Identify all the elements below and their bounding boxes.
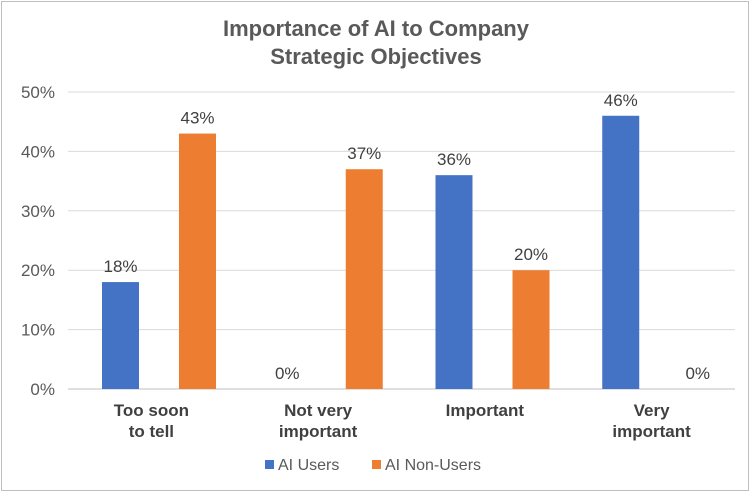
bars (102, 115, 640, 389)
bar-ai-non-users (345, 169, 383, 389)
y-tick-label: 30% (21, 202, 55, 221)
y-tick-label: 50% (21, 83, 55, 102)
chart-title: Importance of AI to Company Strategic Ob… (223, 16, 530, 69)
data-label: 36% (437, 150, 471, 169)
y-tick-label: 40% (21, 142, 55, 161)
category-label: important (612, 422, 691, 441)
chart-title-line-1: Importance of AI to Company (223, 16, 530, 41)
category-label: Not very (284, 401, 353, 420)
category-label: to tell (129, 422, 174, 441)
data-label: 46% (604, 91, 638, 110)
bar-ai-users (102, 282, 139, 389)
data-labels: 18% 43% 0% 37% 36% 20% 46% 0% (103, 91, 710, 383)
x-axis-categories: Too soon to tell Not very important Importan… (114, 401, 691, 441)
data-label: 18% (103, 257, 137, 276)
legend-swatch (372, 460, 381, 469)
y-tick-label: 20% (21, 261, 55, 280)
legend-label: AI Non-Users (385, 457, 481, 474)
data-label: 0% (685, 364, 710, 383)
bar-ai-users (435, 175, 473, 389)
category-label: Too soon (114, 401, 189, 420)
y-axis-ticks: 0% 10% 20% 30% 40% 50% (21, 83, 55, 399)
chart-title-line-2: Strategic Objectives (270, 44, 482, 69)
legend-swatch (265, 460, 274, 469)
legend: AI Users AI Non-Users (265, 457, 481, 474)
bar-ai-non-users (179, 133, 216, 389)
category-label: Important (446, 401, 525, 420)
y-tick-label: 0% (30, 380, 55, 399)
bar-ai-users (602, 115, 640, 389)
bar-ai-non-users (512, 270, 550, 389)
data-label: 20% (514, 245, 548, 264)
data-label: 37% (347, 144, 381, 163)
data-label: 43% (180, 109, 214, 128)
category-label: Very (634, 401, 670, 420)
legend-label: AI Users (278, 457, 339, 474)
data-label: 0% (275, 364, 300, 383)
category-label: important (279, 422, 358, 441)
y-tick-label: 10% (21, 321, 55, 340)
